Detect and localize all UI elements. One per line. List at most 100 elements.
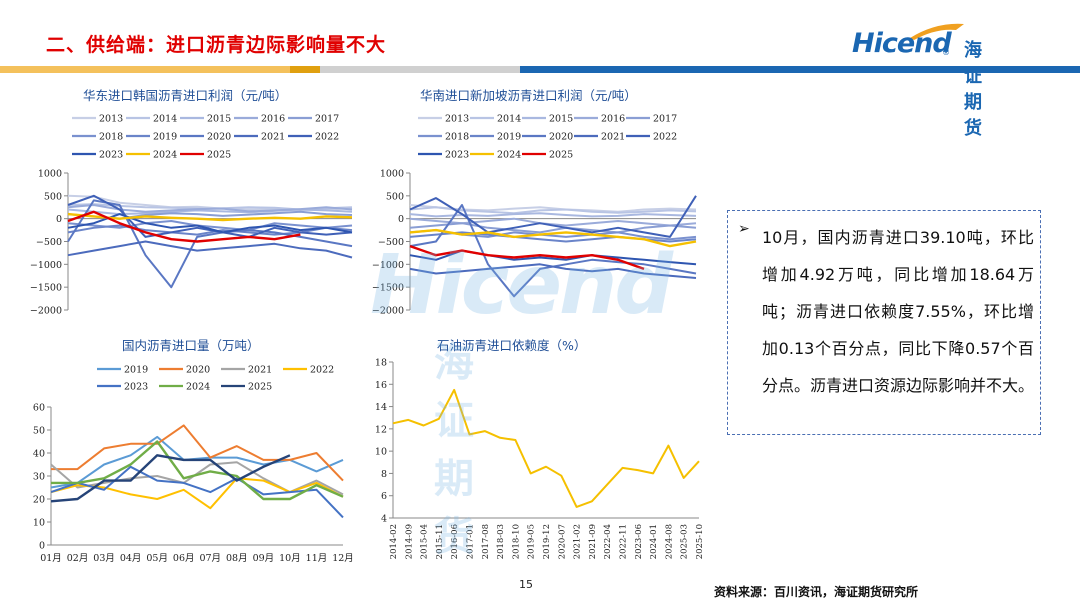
legend-label: 2021 <box>248 365 272 376</box>
x-tick-label: 2020-07 <box>557 524 567 559</box>
legend-label: 2023 <box>99 150 123 161</box>
y-tick-label: 1000 <box>38 169 62 180</box>
legend-label: 2017 <box>315 114 339 125</box>
x-tick-label: 2017-01 <box>466 524 476 559</box>
y-tick-label: 4 <box>381 514 387 525</box>
y-tick-label: 10 <box>375 447 387 458</box>
y-tick-label: 18 <box>375 358 387 369</box>
swoosh-icon <box>910 23 964 40</box>
legend-label: 2025 <box>248 382 272 393</box>
chart-domestic-import-volume: 2019 2020 2021 2022 2023 2024 2025 0 10 20 30 40 50 6… <box>33 365 354 565</box>
y-tick-label: 500 <box>386 191 404 202</box>
legend-label: 2018 <box>99 132 123 143</box>
x-tick-label: 06月 <box>173 553 195 564</box>
series-line-2022 <box>50 477 344 510</box>
x-tick-label: 12月 <box>332 553 354 564</box>
bar-segment <box>520 66 1080 73</box>
legend-label: 2023 <box>124 382 148 393</box>
legend-label: 2021 <box>261 132 285 143</box>
y-tick-label: 60 <box>33 403 45 414</box>
legend-label: 2015 <box>207 114 231 125</box>
legend-label: 2013 <box>99 114 123 125</box>
series-line-2023 <box>67 213 353 234</box>
series-line-2020 <box>67 199 353 289</box>
series-line-2023 <box>50 465 344 519</box>
x-tick-label: 04月 <box>120 553 142 564</box>
series-line-2021 <box>67 240 353 259</box>
bar-segment <box>290 66 320 73</box>
y-tick-label: 0 <box>39 541 45 552</box>
x-tick-label: 2022-11 <box>619 524 629 559</box>
x-tick-label: 2025-03 <box>680 524 690 559</box>
info-box: ➢ 10月，国内沥青进口39.10吨，环比增加4.92万吨，同比增加18.64万… <box>727 210 1041 435</box>
x-tick-label: 2019-12 <box>542 524 552 559</box>
x-tick-label: 2015-11 <box>435 524 445 559</box>
y-tick-label: 0 <box>398 214 404 225</box>
series-line-2025 <box>67 210 301 243</box>
x-tick-label: 08月 <box>226 553 248 564</box>
legend-label: 2014 <box>153 114 177 125</box>
y-tick-label: 30 <box>33 472 45 483</box>
chart3-title: 国内沥青进口量（万吨） <box>122 338 260 353</box>
legend-label: 2014 <box>497 114 521 125</box>
x-tick-label: 2018-03 <box>496 524 506 559</box>
y-tick-label: 6 <box>381 491 387 502</box>
series-line-2025 <box>409 244 645 271</box>
x-tick-label: 01月 <box>40 553 62 564</box>
series-line-2024 <box>51 440 344 501</box>
series-line-2022 <box>67 194 353 238</box>
bar-segment <box>320 66 520 73</box>
series-line-2022 <box>409 195 697 238</box>
legend-label: 2023 <box>445 150 469 161</box>
info-text: 10月，国内沥青进口39.10吨，环比增加4.92万吨，同比增加18.64万吨；… <box>762 228 1035 395</box>
logo-text-en: Hicend <box>852 28 952 59</box>
x-tick-label: 2014-09 <box>404 524 414 559</box>
legend-label: 2016 <box>261 114 285 125</box>
x-tick-label: 2017-08 <box>481 524 491 559</box>
page-title: 二、供给端：进口沥青边际影响量不大 <box>46 34 387 56</box>
logo-text-cn: 海证期货 <box>964 40 982 139</box>
x-tick-label: 2024-08 <box>664 524 674 559</box>
series-line-2018 <box>67 220 353 232</box>
y-tick-label: 8 <box>381 469 387 480</box>
legend-label: 2022 <box>653 132 677 143</box>
y-tick-label: 1000 <box>380 169 404 180</box>
x-tick-label: 02月 <box>67 553 89 564</box>
legend-label: 2019 <box>497 132 521 143</box>
legend-label: 2022 <box>310 365 334 376</box>
legend-label: 2021 <box>601 132 625 143</box>
legend-label: 2025 <box>549 150 573 161</box>
y-tick-label: −1000 <box>372 260 404 271</box>
x-tick-label: 2018-10 <box>511 524 521 559</box>
x-tick-label: 2015-04 <box>420 524 430 559</box>
x-tick-label: 09月 <box>253 553 275 564</box>
x-tick-label: 2021-09 <box>588 524 598 559</box>
legend-label: 2024 <box>497 150 521 161</box>
x-tick-label: 2019-05 <box>527 524 537 559</box>
series-line-2020 <box>51 424 344 482</box>
y-tick-label: −500 <box>36 237 62 248</box>
legend-label: 2022 <box>315 132 339 143</box>
y-tick-label: −2000 <box>372 306 404 317</box>
series-line-2019 <box>67 224 353 236</box>
series-line-2016 <box>67 204 353 213</box>
y-tick-label: 20 <box>33 495 45 506</box>
y-tick-label: 10 <box>33 518 45 529</box>
x-tick-label: 2021-02 <box>573 524 583 559</box>
legend-label: 2020 <box>186 365 210 376</box>
page-number: 15 <box>519 578 533 591</box>
legend-label: 2013 <box>445 114 469 125</box>
legend-label: 2025 <box>207 150 231 161</box>
series-line-2025 <box>50 454 291 503</box>
y-tick-label: −2000 <box>30 306 62 317</box>
chart-korea-import-profit: 2013 2014 2015 2016 2017 2018 2019 2020 2021 2022… <box>30 114 353 317</box>
y-tick-label: −1500 <box>372 283 404 294</box>
bar-segment <box>0 66 290 73</box>
y-tick-label: 50 <box>33 426 45 437</box>
x-tick-label: 03月 <box>93 553 115 564</box>
legend-label: 2024 <box>186 382 210 393</box>
logo-registered-mark: ® <box>942 48 950 57</box>
y-tick-label: −1500 <box>30 283 62 294</box>
legend-label: 2019 <box>153 132 177 143</box>
chart-singapore-import-profit: 2013 2014 2015 2016 2017 2018 2019 2020 2021 2022… <box>372 114 697 317</box>
